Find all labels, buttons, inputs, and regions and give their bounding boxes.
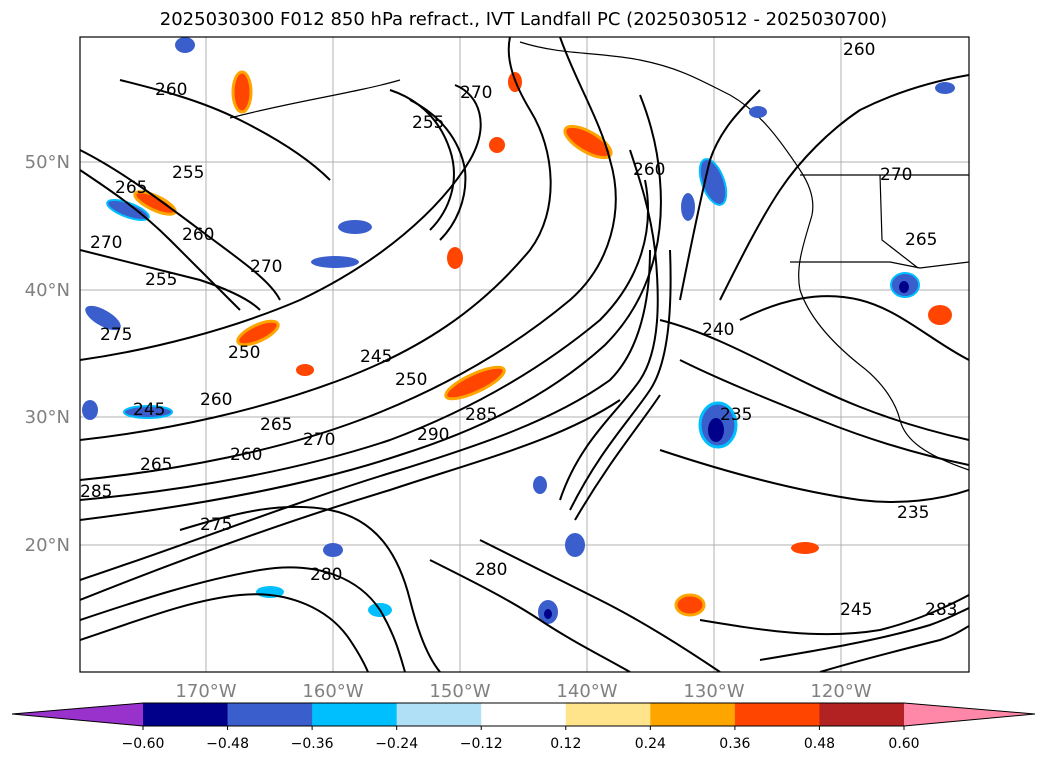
colorbar-block — [312, 703, 398, 726]
svg-text:270: 270 — [90, 233, 122, 253]
svg-text:283: 283 — [925, 600, 957, 620]
svg-text:260: 260 — [155, 80, 187, 100]
svg-text:245: 245 — [133, 400, 165, 420]
map-title: 2025030300 F012 850 hPa refract., IVT La… — [159, 9, 888, 30]
svg-text:260: 260 — [633, 160, 665, 180]
contour-labels: 260 260 260 265 270 255 255 270 270 255 … — [80, 40, 957, 620]
svg-text:275: 275 — [100, 325, 132, 345]
colorbar-tick-label: 0.60 — [888, 736, 919, 752]
svg-text:270: 270 — [880, 165, 912, 185]
svg-text:250: 250 — [228, 343, 260, 363]
svg-text:255: 255 — [412, 113, 444, 133]
lon-label: 150°W — [429, 681, 490, 702]
refractivity-contours — [80, 37, 969, 672]
colorbar-tick-label: 0.12 — [550, 736, 581, 752]
svg-text:260: 260 — [182, 225, 214, 245]
lon-label: 170°W — [175, 681, 236, 702]
svg-text:285: 285 — [465, 405, 497, 425]
colorbar-ticks: −0.60 −0.48 −0.36 −0.24 −0.12 0.12 0.24 0.36 0.4… — [122, 726, 920, 752]
svg-text:265: 265 — [115, 178, 147, 198]
lon-label: 160°W — [302, 681, 363, 702]
graticule — [80, 37, 969, 672]
colorbar-tick-label: 0.48 — [804, 736, 835, 752]
svg-text:270: 270 — [250, 257, 282, 277]
colorbar: −0.60 −0.48 −0.36 −0.24 −0.12 0.12 0.24 0.36 0.4… — [11, 702, 1036, 752]
svg-text:270: 270 — [303, 430, 335, 450]
shaded-field — [82, 37, 955, 624]
svg-text:280: 280 — [310, 565, 342, 585]
svg-text:245: 245 — [840, 600, 872, 620]
svg-text:265: 265 — [140, 455, 172, 475]
svg-text:235: 235 — [720, 405, 752, 425]
svg-text:290: 290 — [417, 425, 449, 445]
svg-text:275: 275 — [200, 515, 232, 535]
lon-label: 120°W — [810, 681, 871, 702]
colorbar-min-extension — [12, 703, 143, 726]
map-frame — [79, 36, 970, 673]
svg-text:260: 260 — [230, 445, 262, 465]
lon-label: 130°W — [683, 681, 744, 702]
coastlines — [229, 41, 969, 471]
colorbar-block — [650, 703, 736, 726]
lon-label: 140°W — [556, 681, 617, 702]
colorbar-tick-label: −0.24 — [375, 736, 418, 752]
svg-text:260: 260 — [843, 40, 875, 60]
colorbar-block — [734, 703, 820, 726]
colorbar-tick-label: −0.36 — [291, 736, 334, 752]
colorbar-block — [819, 703, 905, 726]
colorbar-block — [396, 703, 482, 726]
map-background — [80, 37, 969, 672]
svg-text:255: 255 — [145, 270, 177, 290]
lat-label: 40°N — [25, 280, 70, 301]
svg-text:240: 240 — [702, 320, 734, 340]
svg-text:250: 250 — [395, 370, 427, 390]
lat-label: 50°N — [25, 152, 70, 173]
lat-label: 30°N — [25, 407, 70, 428]
svg-text:260: 260 — [200, 390, 232, 410]
colorbar-tick-label: −0.48 — [206, 736, 249, 752]
svg-text:265: 265 — [260, 415, 292, 435]
colorbar-tick-label: −0.60 — [122, 736, 165, 752]
colorbar-tick-label: 0.24 — [635, 736, 666, 752]
colorbar-block — [481, 703, 567, 726]
colorbar-block — [565, 703, 651, 726]
colorbar-tick-label: 0.36 — [719, 736, 750, 752]
svg-text:255: 255 — [172, 163, 204, 183]
svg-text:280: 280 — [475, 560, 507, 580]
svg-text:265: 265 — [905, 230, 937, 250]
colorbar-block — [227, 703, 313, 726]
svg-text:270: 270 — [460, 83, 492, 103]
svg-text:235: 235 — [897, 503, 929, 523]
latitude-labels: 50°N 40°N 30°N 20°N — [25, 152, 70, 556]
lat-label: 20°N — [25, 535, 70, 556]
svg-text:245: 245 — [360, 347, 392, 367]
colorbar-block — [143, 703, 229, 726]
svg-text:285: 285 — [80, 482, 112, 502]
longitude-labels: 170°W 160°W 150°W 140°W 130°W 120°W — [175, 681, 871, 702]
colorbar-max-extension — [904, 703, 1035, 726]
colorbar-blocks — [143, 703, 905, 726]
colorbar-tick-label: −0.12 — [460, 736, 503, 752]
